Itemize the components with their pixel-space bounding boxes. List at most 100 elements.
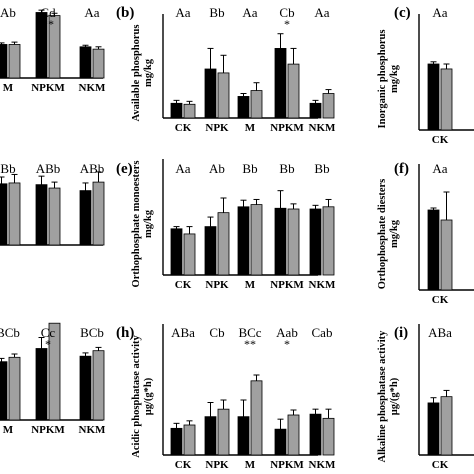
bar-group-h-m: M BCc** — [237, 325, 263, 471]
bar-g-npkm-s2 — [48, 322, 61, 421]
bar-f-ck-s2 — [440, 219, 453, 291]
bar-group-e-ck: CK Aa — [170, 161, 196, 291]
y-axis-label-f: mg/kg — [389, 219, 400, 248]
sig-stars-h-m: ** — [244, 337, 256, 351]
sig-letters-g-nkm: BCb — [80, 325, 104, 340]
x-tick-label-i-ck: CK — [432, 459, 449, 471]
x-tick-label-h-npk: NPK — [205, 459, 229, 471]
sig-letters-e-npk: Ab — [209, 161, 225, 176]
x-tick-label-a-nkm: NKM — [79, 82, 107, 94]
x-tick-label-g-nkm: NKM — [79, 424, 107, 436]
bar-e-npkm-s1 — [274, 207, 287, 276]
bar-h-ck-s2 — [183, 424, 196, 456]
bar-b-nkm-s1 — [309, 102, 322, 119]
y-axis-label-e: Orthophosphate monoesters — [131, 161, 142, 288]
x-tick-label-b-nkm: NKM — [309, 122, 337, 134]
panel-a: M Ab NPKM Cd** NKM Aa — [0, 5, 106, 94]
sig-letters-d-nkm: ABb — [80, 161, 105, 176]
panel-d: Bb ABb ABb — [0, 161, 105, 246]
bar-h-ck-s1 — [170, 427, 183, 456]
bar-group-b-nkm: NKM Aa — [309, 5, 337, 134]
bar-e-npk-s2 — [217, 212, 230, 276]
sig-letters-e-npkm: Bb — [279, 161, 294, 176]
bar-e-m-s2 — [250, 204, 263, 276]
panel-f: (f) Orthophosphate diesters mg/kg CK Aa — [377, 161, 474, 306]
panel-label-f: (f) — [394, 161, 409, 177]
sig-stars-b-npkm: * — [284, 17, 290, 31]
sig-stars-a-npkm: ** — [42, 17, 54, 31]
bar-b-ck-s1 — [170, 102, 183, 119]
sig-letters-b-npkm: Cb — [279, 5, 294, 20]
bar-group-b-npkm: NPKM Cb* — [270, 5, 304, 134]
bar-g-m-s1 — [0, 361, 8, 421]
x-tick-label-b-npk: NPK — [205, 122, 229, 134]
x-tick-label-e-npkm: NPKM — [270, 279, 304, 291]
x-tick-label-e-npk: NPK — [205, 279, 229, 291]
x-tick-label-b-npkm: NPKM — [270, 122, 304, 134]
bar-b-npkm-s1 — [274, 48, 287, 119]
bar-d-npkm-s1 — [35, 184, 48, 246]
sig-letters-g-m: BCb — [0, 325, 20, 340]
x-tick-label-f-ck: CK — [432, 294, 449, 306]
x-tick-label-g-m: M — [3, 424, 14, 436]
sig-stars-h-npkm: * — [284, 337, 290, 351]
bar-b-npk-s1 — [204, 68, 217, 119]
bar-a-nkm-s1 — [79, 46, 92, 79]
bar-group-h-npkm: NPKM Aab* — [270, 325, 304, 471]
sig-letters-g-npkm: Cc — [41, 325, 56, 340]
bar-g-nkm-s2 — [92, 350, 105, 421]
bar-b-ck-s2 — [183, 103, 196, 119]
sig-letters-b-ck: Aa — [175, 5, 190, 20]
panel-label-e: (e) — [116, 161, 133, 177]
bar-d-npkm-s2 — [48, 187, 61, 246]
bar-group-e-nkm: NKM Bb — [309, 161, 337, 291]
bar-group-d-m: Bb — [0, 161, 21, 246]
y-axis-label-h: Acidic phosphatase activity — [131, 335, 142, 458]
bar-e-npk-s1 — [204, 226, 217, 276]
bar-h-npk-s1 — [204, 416, 217, 456]
x-tick-label-e-ck: CK — [175, 279, 192, 291]
sig-letters-i-ck: ABa — [428, 325, 452, 340]
bar-d-nkm-s1 — [79, 190, 92, 246]
bar-group-h-ck: CK ABa — [170, 325, 196, 471]
bar-d-m-s2 — [8, 182, 21, 246]
bar-group-e-m: M Bb — [237, 161, 263, 291]
bar-e-nkm-s2 — [322, 206, 335, 276]
bar-group-b-npk: NPK Bb — [204, 5, 230, 134]
x-tick-label-a-npkm: NPKM — [31, 82, 65, 94]
bar-group-g-nkm: NKM BCb — [79, 325, 107, 436]
y-axis-label-i: μg/(g*h) — [389, 377, 400, 415]
sig-letters-c-ck: Aa — [432, 5, 447, 20]
bar-h-npkm-s2 — [287, 414, 300, 456]
bar-group-a-nkm: NKM Aa — [79, 5, 107, 94]
bar-i-ck-s2 — [440, 396, 453, 456]
x-tick-label-h-ck: CK — [175, 459, 192, 471]
y-axis-label-h: μg/(g*h) — [143, 377, 154, 415]
x-tick-label-a-m: M — [3, 82, 14, 94]
bar-h-nkm-s1 — [309, 413, 322, 456]
bar-a-m-s2 — [8, 44, 21, 79]
y-axis-label-c: mg/kg — [389, 64, 400, 93]
sig-letters-a-nkm: Aa — [84, 5, 99, 20]
x-tick-label-e-m: M — [245, 279, 256, 291]
panel-label-b: (b) — [116, 5, 134, 21]
bar-a-nkm-s2 — [92, 48, 105, 79]
x-tick-label-h-npkm: NPKM — [270, 459, 304, 471]
y-axis-label-i: Alkaline phosphatase activity — [377, 330, 388, 463]
bar-i-ck-s1 — [427, 402, 440, 456]
bar-group-e-npk: NPK Ab — [204, 161, 230, 291]
bar-group-i-ck: CK ABa — [427, 325, 453, 471]
x-tick-label-h-m: M — [245, 459, 256, 471]
bar-b-m-s2 — [250, 90, 263, 119]
panel-label-i: (i) — [394, 325, 408, 341]
bar-e-npkm-s2 — [287, 208, 300, 276]
sig-letters-a-npkm: Cd — [40, 5, 56, 20]
panel-b: (b) Available phosphorus mg/kg CK Aa NPK Bb M Aa… — [116, 5, 336, 134]
bar-g-npkm-s1 — [35, 348, 48, 421]
bar-b-nkm-s2 — [322, 93, 335, 119]
bar-group-c-ck: CK Aa — [427, 5, 453, 146]
bar-group-a-m: M Ab — [0, 5, 21, 94]
bar-h-npk-s2 — [217, 408, 230, 456]
bar-group-g-npkm: NPKM Cc* — [31, 322, 65, 436]
